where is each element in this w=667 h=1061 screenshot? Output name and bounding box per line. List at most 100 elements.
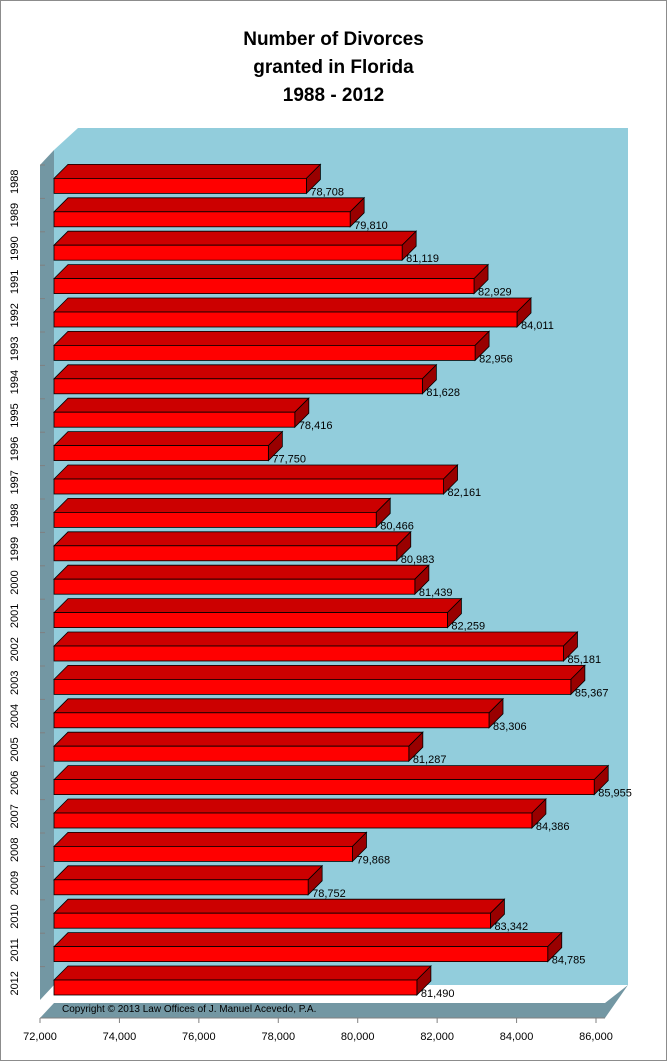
- copyright-annotation: Copyright © 2013 Law Offices of J. Manue…: [62, 1004, 316, 1015]
- bar-top-face: [53, 531, 412, 547]
- y-tick-label: 2000: [9, 570, 21, 594]
- bar-front-face: [53, 612, 448, 628]
- x-tick-label: 82,000: [420, 1031, 454, 1043]
- bar-front-face: [53, 846, 353, 862]
- bar-front-face: [53, 445, 269, 462]
- y-tick-label: 2007: [9, 804, 21, 828]
- bar-1989: [53, 196, 366, 228]
- data-label: 81,628: [426, 387, 460, 399]
- data-label: 81,119: [406, 253, 439, 265]
- bar-2002: [53, 631, 579, 662]
- y-tick-label: 1988: [9, 169, 21, 193]
- bar-2005: [53, 731, 424, 763]
- data-label: 82,161: [448, 487, 482, 499]
- data-label: 82,956: [479, 353, 513, 365]
- bar-2000: [53, 564, 430, 596]
- bar-front-face: [53, 244, 403, 261]
- bar-2009: [53, 864, 324, 896]
- x-tick-label: 80,000: [341, 1031, 375, 1043]
- bar-front-face: [53, 512, 377, 528]
- y-axis-ticks: [40, 164, 45, 968]
- bar-front-face: [53, 411, 296, 428]
- bar-top-face: [53, 832, 368, 847]
- bar-top-face: [53, 431, 284, 447]
- y-tick-label: 2003: [9, 670, 21, 694]
- plot-side-wall: [40, 150, 54, 1000]
- bar-front-face: [53, 177, 307, 194]
- data-label: 77,750: [272, 454, 306, 466]
- bar-1999: [53, 530, 412, 562]
- x-tick-label: 74,000: [103, 1031, 137, 1043]
- y-tick-label: 1995: [9, 403, 21, 427]
- chart-title-line-2: granted in Florida: [253, 57, 414, 78]
- y-tick-label: 1999: [9, 537, 21, 561]
- bar-front-face: [53, 879, 309, 896]
- bar-top-face: [53, 631, 579, 647]
- data-label: 82,929: [478, 287, 512, 299]
- bar-top-face: [53, 564, 430, 580]
- bar-1991: [53, 263, 490, 295]
- bar-front-face: [53, 211, 351, 228]
- bar-top-face: [53, 865, 324, 881]
- bar-top-face: [53, 364, 438, 380]
- x-tick-label: 78,000: [261, 1031, 295, 1043]
- bar-top-face: [53, 464, 459, 480]
- y-tick-label: 1992: [9, 303, 21, 327]
- bar-2008: [53, 831, 368, 863]
- x-tick-label: 72,000: [23, 1031, 57, 1043]
- y-tick-label: 2010: [9, 904, 21, 928]
- bar-front-face: [53, 979, 418, 996]
- bar-1990: [53, 230, 418, 262]
- bar-top-face: [53, 330, 491, 346]
- data-label: 83,306: [493, 721, 527, 733]
- bar-front-face: [53, 378, 423, 395]
- bar-1993: [53, 330, 491, 362]
- bar-1997: [53, 464, 459, 495]
- bar-2007: [53, 798, 547, 829]
- bar-1994: [53, 363, 438, 395]
- y-tick-label: 2012: [9, 971, 21, 995]
- bar-1988: [53, 163, 322, 195]
- y-tick-label: 2001: [9, 604, 21, 628]
- chart-title-line-3: 1988 - 2012: [282, 85, 385, 106]
- y-tick-label: 1996: [9, 437, 21, 461]
- bar-top-face: [53, 163, 322, 179]
- y-tick-label: 1989: [9, 203, 21, 227]
- data-label: 84,785: [552, 955, 586, 967]
- bar-front-face: [53, 912, 491, 929]
- data-label: 78,416: [299, 420, 333, 432]
- y-tick-label: 2011: [9, 938, 21, 962]
- bar-top-face: [53, 898, 506, 914]
- bar-front-face: [53, 578, 416, 595]
- bar-front-face: [53, 779, 595, 795]
- bar-front-face: [53, 478, 444, 495]
- data-label: 81,490: [421, 988, 455, 1000]
- bar-front-face: [53, 679, 572, 695]
- data-label: 81,439: [419, 587, 453, 599]
- bar-top-face: [53, 698, 504, 714]
- bar-top-face: [53, 731, 424, 747]
- data-label: 80,983: [401, 554, 435, 566]
- bar-top-face: [53, 297, 532, 313]
- value-labels: 78,708 79,810 81,119 82,929 84,011 82,956 81,6…: [272, 186, 632, 1000]
- bar-top-face: [53, 765, 610, 780]
- bar-1998: [53, 497, 392, 529]
- bar-front-face: [53, 812, 533, 829]
- y-tick-label: 1997: [9, 470, 21, 494]
- data-label: 78,752: [312, 888, 346, 900]
- bar-front-face: [53, 278, 475, 295]
- bar-top-face: [53, 932, 563, 947]
- x-tick-label: 84,000: [500, 1031, 534, 1043]
- bar-front-face: [53, 545, 398, 562]
- y-tick-label: 2009: [9, 871, 21, 895]
- bar-2011: [53, 931, 563, 963]
- y-tick-label: 2005: [9, 737, 21, 761]
- y-tick-label: 1991: [9, 270, 21, 294]
- data-label: 85,955: [598, 788, 632, 800]
- data-label: 78,708: [310, 186, 344, 198]
- plot-floor: [40, 985, 628, 1018]
- bar-front-face: [53, 311, 518, 328]
- y-tick-label: 1994: [9, 370, 21, 394]
- data-label: 85,367: [575, 687, 609, 699]
